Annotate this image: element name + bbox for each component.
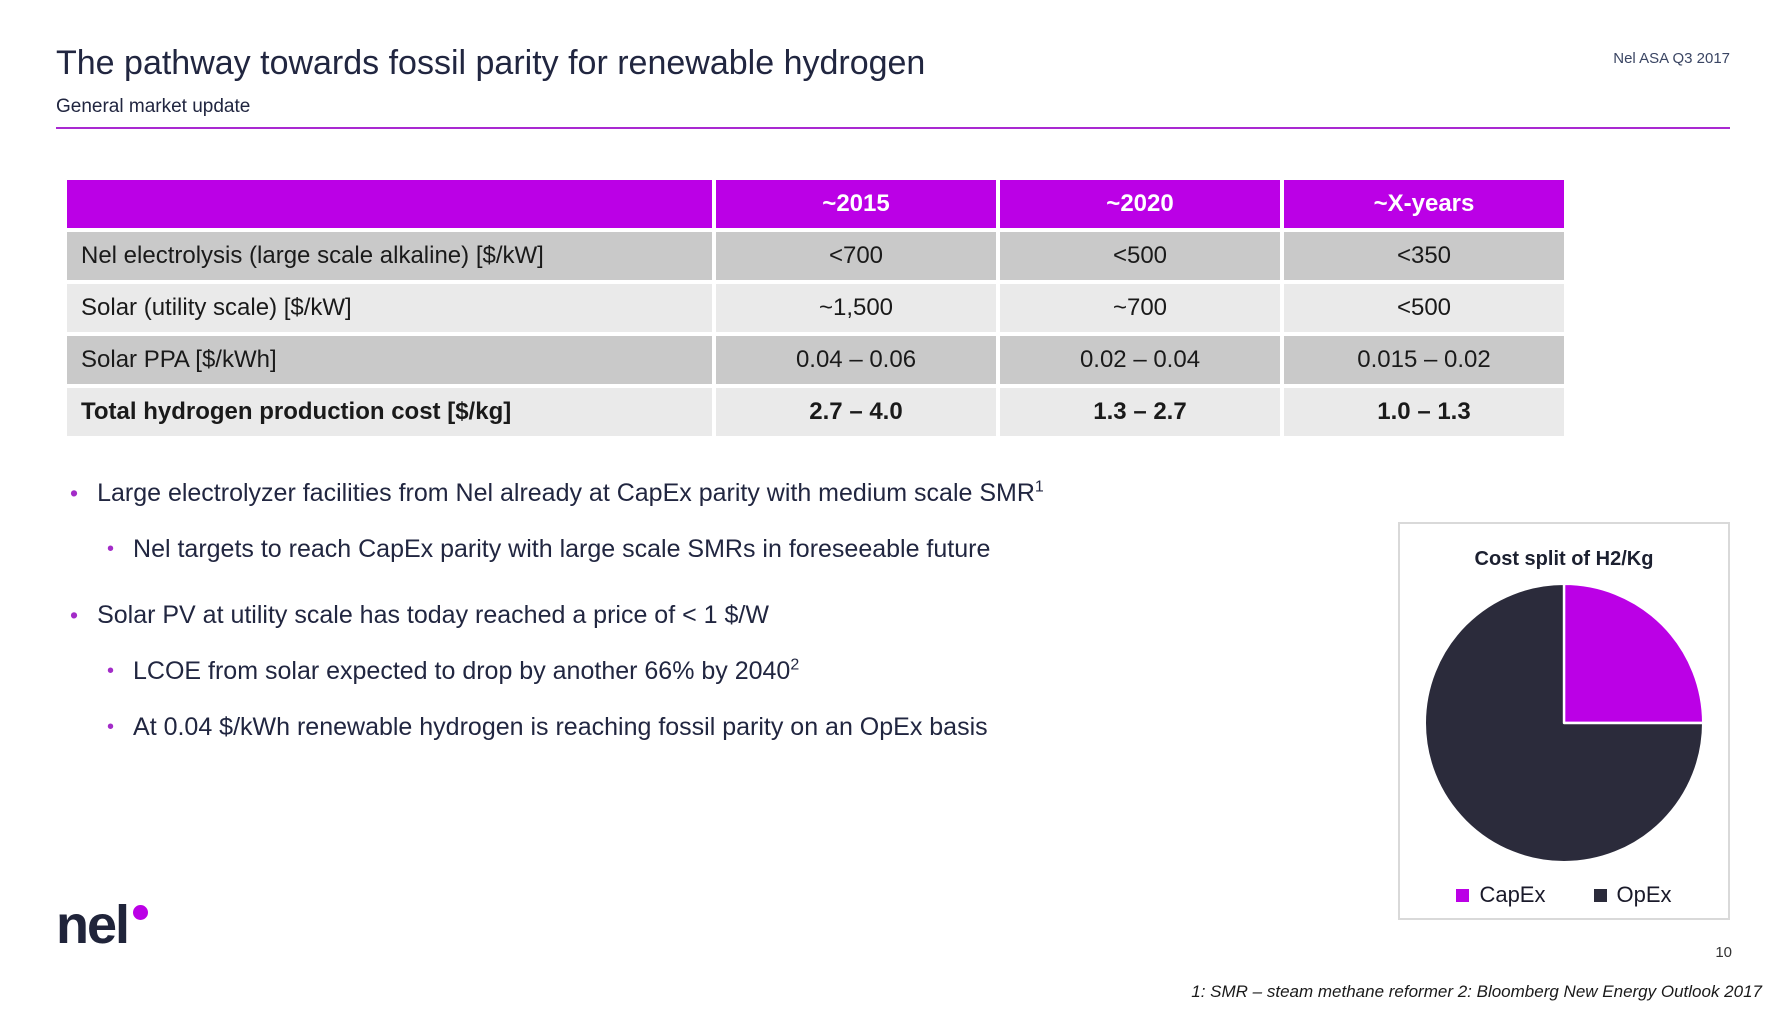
table-header-2020: ~2020 — [1000, 180, 1280, 228]
bullet-item: • Nel targets to reach CapEx parity with… — [107, 532, 1044, 566]
table-cell: <350 — [1284, 232, 1564, 280]
table-row-label: Solar (utility scale) [$/kW] — [67, 284, 712, 332]
nel-logo-dot-icon — [133, 905, 149, 920]
footnote-ref: 2 — [790, 656, 800, 674]
pie-slice-opex — [1423, 582, 1705, 864]
table-cell: 2.7 – 4.0 — [716, 388, 996, 436]
table-cell: 0.02 – 0.04 — [1000, 336, 1280, 384]
table-cell: 1.0 – 1.3 — [1284, 388, 1564, 436]
bullet-icon: • — [107, 716, 115, 738]
pie-chart-wrap — [1420, 579, 1708, 872]
nel-logo: nel — [56, 895, 149, 955]
bullet-icon: • — [107, 660, 115, 682]
legend-item-capex: CapEx — [1456, 882, 1546, 908]
bullet-icon: • — [70, 602, 79, 628]
pie-chart-panel: Cost split of H2/Kg CapEx OpEx — [1398, 522, 1730, 920]
table-header-empty — [67, 180, 712, 228]
bullet-text: Solar PV at utility scale has today reac… — [97, 601, 769, 629]
bullet-icon: • — [70, 480, 79, 506]
footnote: 1: SMR – steam methane reformer 2: Bloom… — [1191, 982, 1762, 1001]
legend-swatch-capex — [1456, 888, 1470, 902]
pie-chart — [1423, 582, 1705, 864]
cost-table: ~2015 ~2020 ~X-years Nel electrolysis (l… — [67, 180, 1564, 436]
table-cell: <500 — [1284, 284, 1564, 332]
chart-title: Cost split of H2/Kg — [1474, 548, 1654, 570]
table-cell: 0.015 – 0.02 — [1284, 336, 1564, 384]
bullet-item: • Solar PV at utility scale has today re… — [70, 598, 1044, 632]
pie-slice-capex — [1562, 582, 1705, 725]
table-cell: 0.04 – 0.06 — [716, 336, 996, 384]
legend-swatch-opex — [1593, 888, 1607, 902]
table-cell: 1.3 – 2.7 — [1000, 388, 1280, 436]
bullet-item: • Large electrolyzer facilities from Nel… — [70, 476, 1044, 510]
corner-note: Nel ASA Q3 2017 — [1613, 50, 1730, 67]
table-row-label: Nel electrolysis (large scale alkaline) … — [67, 232, 712, 280]
footnote-ref: 1 — [1034, 478, 1044, 496]
divider-line — [56, 127, 1730, 129]
bullet-icon: • — [107, 538, 115, 560]
legend-label: CapEx — [1479, 882, 1546, 907]
table-row-label: Total hydrogen production cost [$/kg] — [67, 388, 712, 436]
bullet-item: • At 0.04 $/kWh renewable hydrogen is re… — [107, 710, 1044, 744]
table-header-xyears: ~X-years — [1284, 180, 1564, 228]
bullet-text: Nel targets to reach CapEx parity with l… — [133, 535, 991, 563]
bullet-list: • Large electrolyzer facilities from Nel… — [70, 476, 1044, 744]
table-row-label: Solar PPA [$/kWh] — [67, 336, 712, 384]
page-title: The pathway towards fossil parity for re… — [56, 44, 926, 82]
table-header-2015: ~2015 — [716, 180, 996, 228]
table-cell: <700 — [716, 232, 996, 280]
bullet-text: At 0.04 $/kWh renewable hydrogen is reac… — [133, 713, 988, 741]
legend-item-opex: OpEx — [1593, 882, 1672, 908]
bullet-text: Large electrolyzer facilities from Nel a… — [97, 478, 1044, 507]
table-cell: <500 — [1000, 232, 1280, 280]
legend-label: OpEx — [1616, 882, 1672, 907]
bullet-item: • LCOE from solar expected to drop by an… — [107, 654, 1044, 688]
page-subtitle: General market update — [56, 96, 251, 117]
table-cell: ~1,500 — [716, 284, 996, 332]
chart-legend: CapEx OpEx — [1456, 882, 1672, 908]
nel-logo-text: nel — [56, 895, 130, 955]
bullet-text: LCOE from solar expected to drop by anot… — [133, 656, 800, 685]
table-cell: ~700 — [1000, 284, 1280, 332]
page-number: 10 — [1715, 944, 1732, 961]
